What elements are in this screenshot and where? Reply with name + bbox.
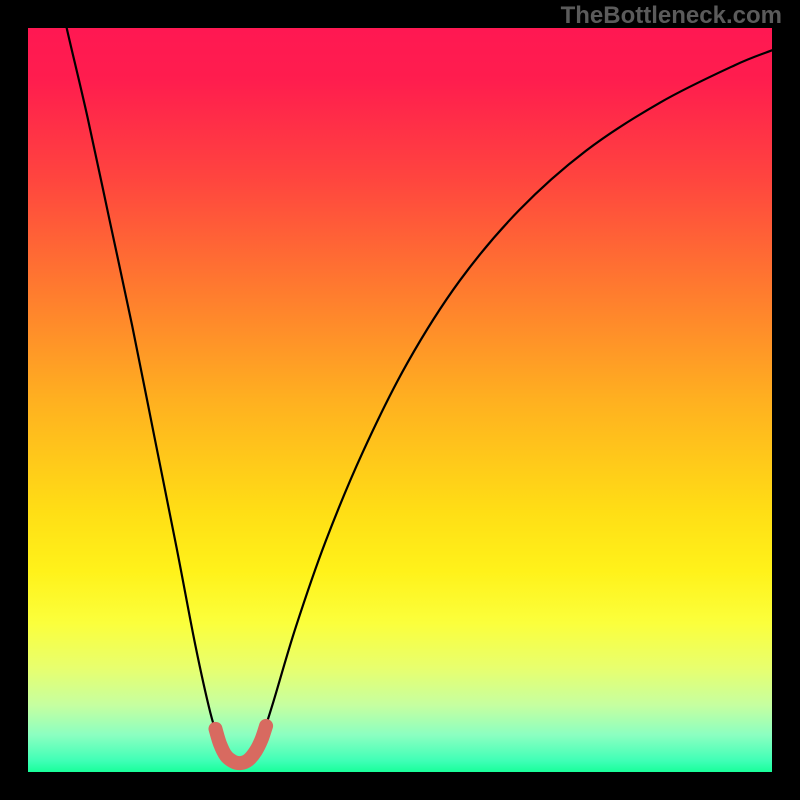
- bottleneck-chart: [0, 0, 800, 800]
- chart-frame: TheBottleneck.com: [0, 0, 800, 800]
- watermark-text: TheBottleneck.com: [561, 2, 782, 30]
- chart-background: [28, 28, 772, 772]
